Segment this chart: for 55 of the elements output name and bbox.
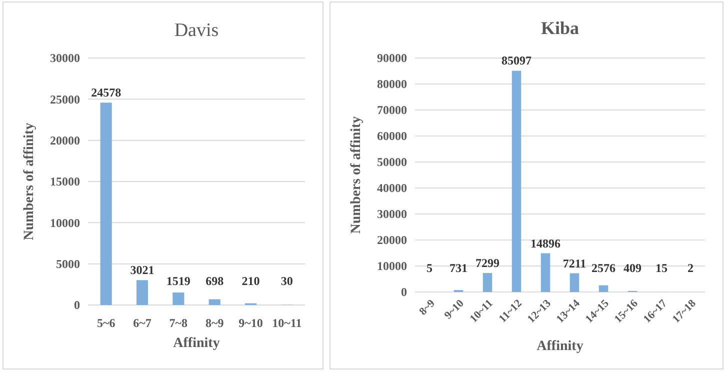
data-label: 5 (426, 261, 432, 275)
y-axis-title: Numbers of affinity (349, 116, 364, 234)
bar (482, 273, 492, 292)
x-tick-label: 7~8 (169, 316, 188, 330)
bar (598, 285, 608, 292)
x-axis-title: Affinity (536, 339, 584, 354)
data-label: 15 (656, 261, 668, 275)
x-tick-label: 6~7 (133, 316, 152, 330)
bar (136, 280, 148, 305)
bar (570, 273, 580, 292)
y-tick-label: 60000 (377, 129, 407, 144)
x-tick-label: 9~10 (238, 316, 263, 330)
y-tick-label: 30000 (377, 207, 407, 222)
data-label: 1519 (166, 274, 190, 288)
bar (172, 292, 184, 305)
data-label: 14896 (530, 236, 560, 250)
chart-title: Davis (174, 20, 219, 41)
y-axis-title: Numbers of affinity (22, 122, 37, 240)
bar (512, 70, 522, 292)
y-tick-label: 70000 (377, 103, 407, 118)
y-tick-label: 30000 (50, 51, 80, 66)
data-label: 731 (450, 261, 468, 275)
bar (100, 102, 112, 305)
data-label: 7211 (562, 256, 586, 270)
y-tick-label: 25000 (50, 92, 80, 106)
y-tick-label: 5000 (56, 257, 80, 272)
y-tick-label: 20000 (377, 233, 407, 248)
y-tick-label: 40000 (377, 181, 407, 196)
data-label: 698 (206, 274, 224, 288)
y-tick-label: 15000 (50, 174, 80, 189)
bar (540, 253, 550, 292)
y-tick-label: 10000 (377, 259, 407, 274)
data-label: 7299 (476, 256, 500, 270)
y-tick-label: 50000 (377, 155, 407, 170)
x-axis-title: Affinity (173, 336, 220, 351)
data-label: 30 (280, 274, 293, 288)
y-tick-label: 80000 (377, 77, 407, 92)
y-tick-label: 10000 (50, 216, 80, 230)
chart-title: Kiba (540, 18, 580, 38)
x-tick-label: 8~9 (205, 316, 224, 330)
data-label: 3021 (130, 263, 154, 278)
data-label: 24578 (91, 86, 122, 100)
y-tick-label: 90000 (377, 51, 407, 66)
y-tick-label: 0 (401, 285, 407, 300)
data-label: 409 (624, 261, 642, 275)
data-label: 85097 (502, 54, 532, 68)
data-label: 2 (688, 261, 694, 275)
x-tick-label: 10~11 (272, 316, 302, 330)
x-tick-label: 8~9 (417, 297, 438, 318)
y-tick-label: 20000 (50, 134, 80, 148)
data-label: 210 (242, 274, 260, 288)
bar (208, 299, 220, 305)
x-tick-label: 5~6 (96, 316, 116, 330)
data-label: 2576 (592, 261, 616, 275)
y-tick-label: 0 (74, 298, 80, 312)
